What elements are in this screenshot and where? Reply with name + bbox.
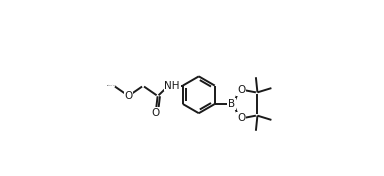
Text: O: O — [152, 108, 160, 118]
Text: O: O — [237, 85, 245, 95]
Text: methoxy: methoxy — [107, 85, 113, 86]
Text: O: O — [237, 113, 245, 123]
Text: NH: NH — [164, 81, 180, 91]
Text: O: O — [124, 91, 132, 101]
Text: B: B — [228, 99, 235, 109]
Text: methoxy: methoxy — [111, 85, 117, 86]
